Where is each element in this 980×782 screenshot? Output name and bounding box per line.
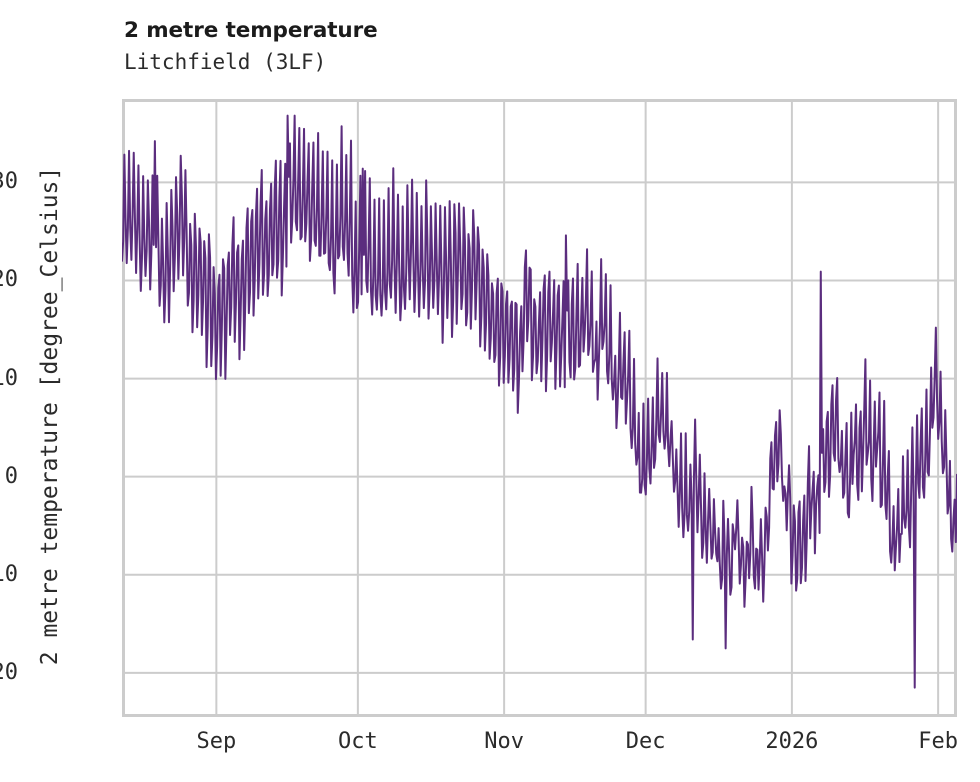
- y-axis-tick-label: 20: [0, 267, 18, 293]
- chart-canvas: [122, 99, 957, 717]
- x-axis-tick-label: Oct: [338, 729, 378, 754]
- y-axis-tick-label: −10: [0, 561, 18, 587]
- x-axis-tick-label: Dec: [625, 729, 666, 754]
- x-axis-tick-label: Feb: [918, 729, 958, 754]
- plot-area: [122, 99, 957, 717]
- x-axis-tick-label: 2026: [765, 729, 819, 754]
- x-axis-tick-label: Sep: [196, 729, 237, 754]
- y-axis-tick-label: 10: [0, 365, 18, 391]
- y-axis-tick-label: 30: [0, 169, 18, 195]
- chart-title: 2 metre temperature: [124, 18, 378, 43]
- chart-subtitle: Litchfield (3LF): [124, 50, 327, 74]
- y-axis-tick-label: −20: [0, 659, 18, 685]
- y-axis-label: 2 metre temperature [degree_Celsius]: [37, 166, 63, 666]
- series-line-2-metre-temperature: [122, 114, 957, 689]
- y-axis-tick-label: 0: [4, 463, 18, 489]
- x-axis-tick-label: Nov: [484, 729, 524, 754]
